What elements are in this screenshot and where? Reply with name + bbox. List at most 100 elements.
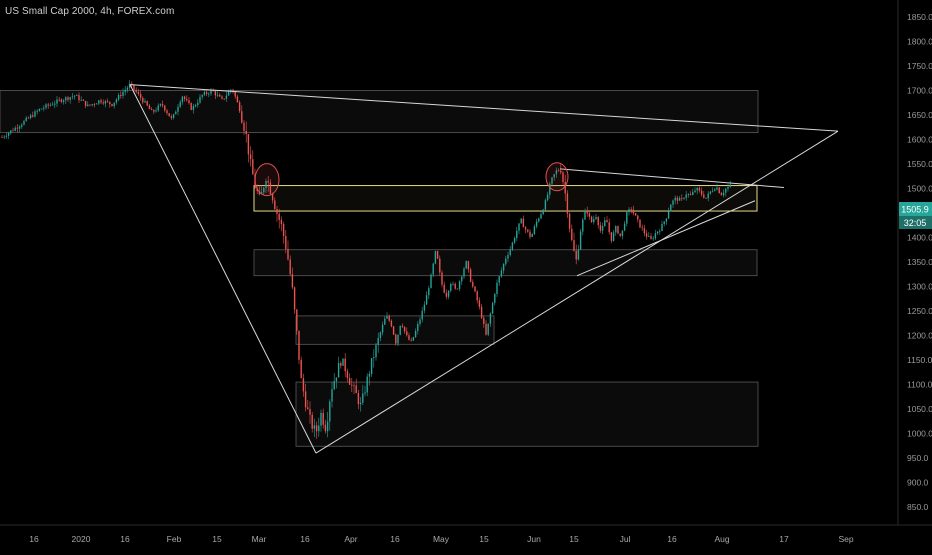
candle-body (128, 83, 131, 88)
candle-body (135, 89, 137, 92)
candle-body (656, 231, 659, 234)
candle-body (210, 89, 212, 94)
candle-body (91, 104, 93, 106)
candle-body (718, 187, 720, 194)
y-tick-label: 1250.0 (907, 306, 932, 316)
candle-body (593, 219, 595, 223)
candle-body (487, 323, 489, 335)
x-tick-label: May (433, 534, 450, 544)
x-tick-label: Feb (167, 534, 182, 544)
candle-body (60, 99, 63, 102)
candle-body (678, 197, 681, 201)
highlight-ellipse[interactable] (254, 163, 280, 197)
candle-body (177, 106, 179, 112)
zone-rect[interactable] (295, 315, 495, 345)
candle-body (120, 94, 122, 96)
candle-body (10, 130, 12, 133)
ellipses-layer (254, 162, 569, 197)
candle-body (84, 100, 87, 107)
candle-body (617, 226, 619, 234)
candle-body (205, 92, 208, 94)
candle-body (447, 290, 450, 297)
x-tick-label: 16 (300, 534, 310, 544)
candle-body (346, 371, 349, 379)
candle-body (111, 104, 113, 107)
candle-body (126, 87, 129, 90)
candle-body (47, 104, 49, 106)
candle-body (315, 425, 318, 432)
y-tick-label: 850.0 (907, 502, 929, 512)
candle-body (465, 261, 467, 269)
candle-body (208, 93, 210, 95)
candle-body (329, 401, 331, 422)
candle-body (458, 281, 461, 289)
zone-rect[interactable] (295, 381, 759, 447)
candle-body (368, 373, 371, 377)
candle-body (335, 377, 338, 382)
price-axis[interactable]: 850.0 900.0 950.0 1000.0 1050.0 1100.0 1150.0 1… (907, 0, 932, 512)
candle-body (509, 249, 511, 255)
candle-body (502, 263, 505, 271)
candle-body (296, 309, 298, 331)
candle-body (650, 235, 652, 239)
candle-body (82, 99, 85, 101)
candle-body (454, 283, 456, 289)
trendline[interactable] (576, 200, 756, 277)
candle-body (643, 228, 646, 234)
candle-body (355, 385, 357, 394)
candle-body (511, 242, 514, 250)
x-tick-label: 16 (120, 534, 130, 544)
candle-body (293, 287, 296, 310)
candle-body (676, 197, 679, 201)
candle-body (45, 104, 47, 108)
trendline[interactable] (129, 84, 317, 454)
current-price-badge (899, 202, 932, 216)
candle-body (522, 218, 525, 228)
candle-body (568, 213, 571, 229)
candle-body (483, 317, 485, 324)
candle-body (373, 357, 375, 359)
candle-body (474, 286, 476, 292)
candle-body (599, 225, 602, 231)
candle-body (507, 254, 509, 259)
candle-body (287, 248, 289, 260)
candle-body (331, 389, 333, 402)
candle-body (579, 231, 582, 250)
candle-body (78, 95, 80, 101)
zone-rect[interactable] (0, 90, 759, 134)
candle-body (172, 114, 175, 118)
candle-body (535, 221, 538, 227)
candle-body (18, 126, 21, 129)
candle-body (612, 232, 615, 241)
candle-body (698, 187, 701, 191)
candle-body (192, 106, 195, 110)
candle-body (32, 115, 34, 117)
candle-body (274, 200, 276, 209)
candle-body (150, 108, 153, 110)
candle-body (533, 226, 536, 235)
candle-body (263, 187, 265, 193)
candle-body (366, 376, 368, 393)
candle-body (51, 104, 54, 106)
candle-body (467, 261, 470, 270)
candle-body (388, 316, 390, 321)
candle-body (588, 213, 591, 217)
candle-body (527, 229, 529, 232)
time-axis[interactable]: 16 2020 16 Feb 15 Mar 16 Apr 16 May 15 Jun 15 Jul 16 Au… (29, 534, 854, 544)
candle-body (566, 193, 569, 214)
highlight-ellipse[interactable] (545, 162, 569, 192)
candle-body (148, 105, 151, 109)
trendline[interactable] (129, 84, 839, 132)
candle-body (106, 101, 109, 102)
candle-body (700, 190, 703, 195)
candle-body (230, 89, 232, 92)
candle-body (62, 100, 65, 102)
candle-body (491, 302, 494, 314)
candle-body (190, 103, 192, 110)
candle-body (146, 101, 148, 106)
trendline[interactable] (559, 168, 785, 189)
candle-body (667, 211, 670, 219)
y-tick-label: 1700.0 (907, 86, 932, 96)
